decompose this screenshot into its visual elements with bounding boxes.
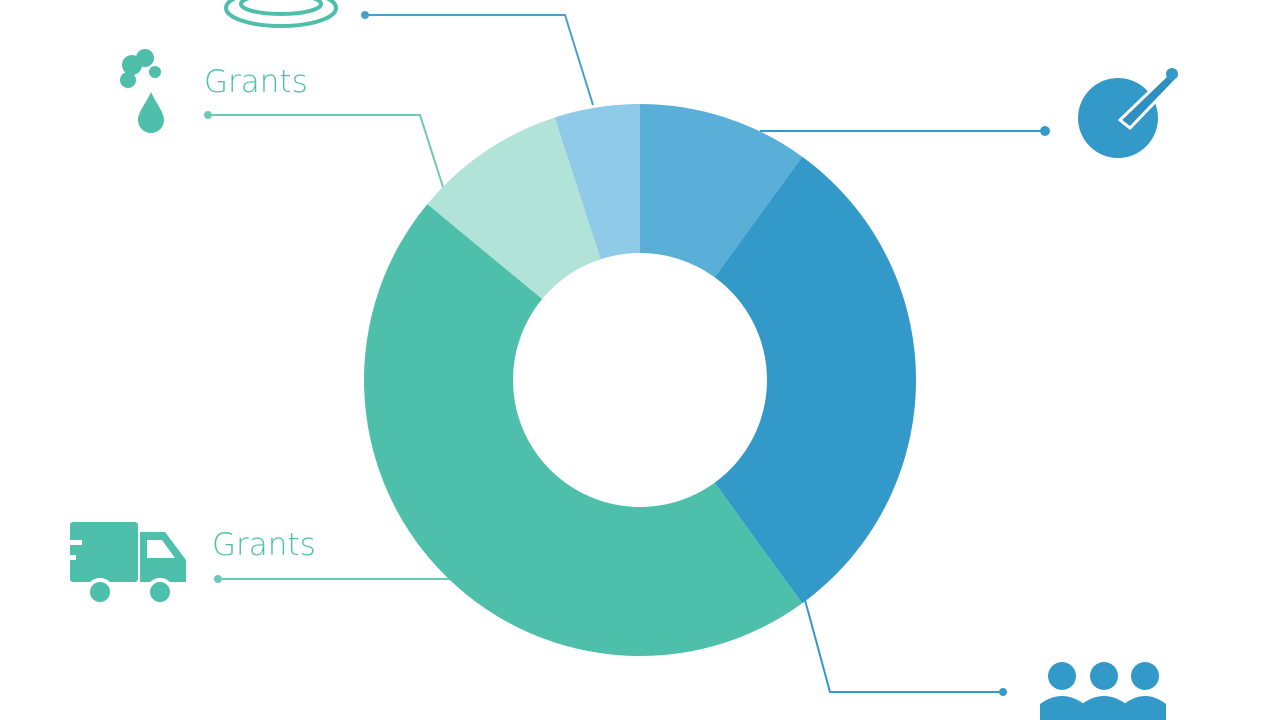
icon-hand [1078,68,1181,158]
icon-people [1040,662,1166,720]
leader-dot [361,11,369,19]
leader-dot [204,111,212,119]
donut-segment [427,117,601,300]
icon-coin [224,0,338,28]
leader-line [804,599,1003,693]
donut-segment [714,156,917,604]
category-label: Grants [204,64,308,100]
leader-line [208,114,444,188]
icon-truck [52,522,186,606]
leader-lines [204,11,1050,696]
category-label: Grants [212,527,316,563]
leader-line [365,14,594,106]
icon-plant-drop [120,49,164,133]
leader-dot [214,575,222,583]
leader-dot [999,688,1007,696]
donut-segment [554,104,640,260]
donut-segment [363,204,803,657]
donut-segment [640,104,803,278]
leader-dot [1040,126,1050,136]
